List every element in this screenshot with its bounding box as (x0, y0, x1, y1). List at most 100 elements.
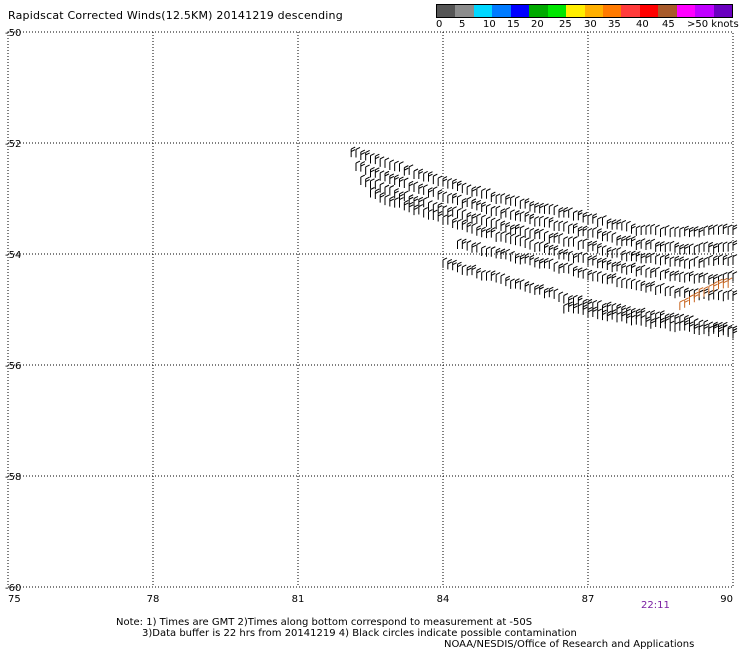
wind-barb (486, 270, 491, 281)
wind-barb (461, 219, 467, 230)
wind-barb (563, 303, 569, 314)
wind-barb (558, 220, 564, 232)
wind-barb (703, 323, 709, 335)
wind-barb (457, 238, 462, 249)
wind-barb (466, 184, 472, 195)
wind-barb (413, 168, 419, 180)
wind-barb (428, 171, 433, 182)
wind-barb (679, 226, 685, 238)
wind-barb (553, 245, 559, 256)
wind-barb (573, 294, 578, 306)
wind-barb (495, 193, 501, 204)
wind-barb (669, 312, 675, 323)
wind-barb (727, 224, 733, 235)
wind-barb (621, 277, 627, 288)
wind-barb (490, 191, 496, 203)
wind-barb (360, 149, 366, 161)
wind-barb (374, 153, 380, 165)
wind-barb (510, 195, 515, 206)
wind-barb (457, 180, 462, 192)
wind-barb (640, 238, 646, 249)
wind-barb (399, 161, 404, 172)
legend-swatch (455, 5, 474, 17)
wind-barb (370, 187, 375, 198)
wind-barb (611, 232, 617, 243)
wind-barb (640, 224, 646, 236)
wind-barb (360, 161, 366, 172)
wind-barb (626, 235, 631, 246)
wind-barb (650, 280, 656, 292)
x-tick-label: 90 (720, 594, 733, 605)
wind-barb (500, 231, 506, 242)
wind-barb (713, 255, 718, 266)
wind-barb (519, 254, 525, 265)
legend-swatch (639, 5, 659, 17)
x-tick-label: 81 (292, 594, 305, 605)
wind-barb (606, 273, 612, 285)
wind-barb (703, 288, 709, 299)
wind-barb (713, 289, 718, 300)
wind-barb (587, 269, 593, 281)
wind-barb (669, 285, 675, 297)
wind-barb (655, 224, 660, 236)
wind-barb (660, 282, 665, 294)
wind-barb (553, 232, 559, 243)
wind-barb (568, 223, 573, 234)
wind-barb (684, 297, 689, 308)
wind-barb (655, 253, 660, 265)
wind-barb (408, 194, 414, 205)
wind-barb (515, 223, 520, 235)
wind-barb (384, 157, 390, 168)
wind-barb (708, 241, 714, 253)
wind-barb (660, 269, 665, 281)
wind-barb (679, 271, 685, 282)
wind-barb (374, 188, 380, 199)
wind-barb (597, 257, 602, 269)
wind-barb (544, 230, 549, 242)
wind-barb (394, 160, 399, 172)
wind-barb (544, 257, 549, 269)
wind-barb (490, 227, 496, 238)
wind-barb (539, 241, 544, 252)
y-tick-label: -56 (5, 361, 21, 372)
wind-barb (568, 236, 573, 247)
wind-barb (679, 299, 685, 311)
wind-barb (708, 325, 714, 337)
wind-barb (669, 320, 675, 332)
wind-barb (529, 201, 535, 212)
wind-barb (403, 165, 409, 176)
wind-barb (708, 283, 714, 295)
wind-barb (660, 317, 665, 329)
wind-barb (515, 195, 520, 207)
wind-barb (635, 279, 641, 291)
wind-barb (592, 306, 598, 318)
wind-barb (660, 226, 665, 238)
wind-barb (447, 214, 453, 225)
wind-barb (457, 261, 462, 273)
wind-barb (679, 320, 685, 331)
wind-barb (679, 243, 685, 255)
wind-barb (698, 257, 704, 269)
wind-barb (718, 224, 723, 235)
wind-barb (457, 194, 462, 206)
wind-barb (476, 267, 482, 279)
wind-barb (602, 230, 607, 242)
wind-barb (587, 213, 593, 224)
wind-barb (524, 227, 530, 238)
note-line-1: Note: 1) Times are GMT 2)Times along bot… (116, 617, 533, 628)
wind-barb (486, 188, 491, 199)
wind-barb (732, 271, 738, 282)
wind-barb (727, 241, 733, 252)
wind-barb (664, 285, 670, 297)
wind-barb (418, 168, 424, 180)
wind-barb (693, 291, 699, 303)
plot-frame (7, 31, 734, 588)
wind-barb (611, 247, 617, 259)
wind-barb (616, 311, 622, 323)
wind-barb (664, 253, 670, 265)
wind-barb (481, 188, 486, 199)
wind-barb (708, 290, 714, 301)
wind-barb (722, 277, 728, 289)
wind-barb (597, 300, 602, 311)
wind-barb (399, 197, 404, 208)
